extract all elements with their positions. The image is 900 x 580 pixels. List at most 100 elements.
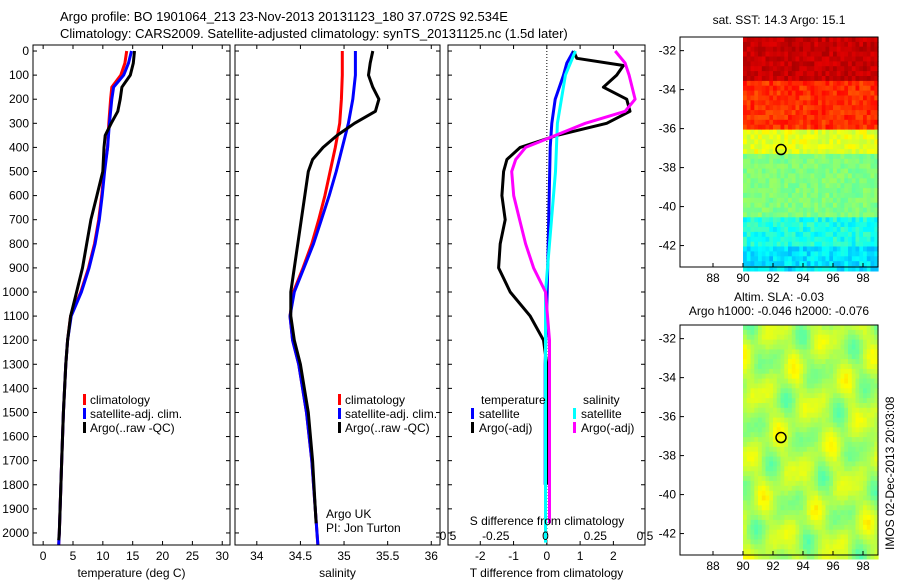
map-cell [870,373,875,380]
x-tick-label: 34.5 [289,549,313,563]
map-cell [818,188,823,194]
map-cell [818,158,823,165]
map-cell [761,246,767,252]
map-cell [840,41,845,48]
map-cell [829,519,834,526]
map-cell [780,266,785,272]
map-cell [784,178,789,184]
map-cell [866,490,872,497]
map-cell [746,178,752,184]
map-cell [758,100,763,106]
map-cell [870,124,875,131]
map-cell [746,359,752,365]
x-tick-label: 90 [736,271,750,285]
map-cell [754,534,759,540]
map-cell [803,66,808,72]
map-cell [765,227,770,233]
map-cell [836,261,842,267]
map-cell [776,188,782,194]
map-cell [780,115,785,121]
map-cell [810,85,815,92]
map-cell [769,359,774,365]
map-cell [821,100,827,106]
map-cell [806,554,812,560]
map-cell [863,90,868,97]
map-cell [844,329,849,336]
x-tick-label: 98 [856,559,870,573]
map-cell [773,202,778,209]
map-cell [769,134,774,140]
map-cell [754,236,759,243]
map-cell [818,349,823,355]
map-cell [746,471,752,477]
map-cell [799,437,804,443]
map-cell [791,359,797,365]
map-cell [773,403,778,409]
map-cell [848,46,853,53]
map-cell [746,393,752,399]
map-cell [874,222,879,228]
map-cell [780,207,785,214]
map-cell [803,129,808,136]
y-tick-label: 700 [9,213,29,227]
map-cell [825,124,830,131]
map-cell [773,76,778,82]
map-cell [818,403,823,409]
map-cell [818,549,823,555]
map-cell [765,329,770,336]
map-cell [833,354,838,360]
map-cell [810,373,815,380]
map-cell [799,549,804,555]
map-cell [761,241,767,248]
map-cell [803,476,808,482]
map-cell [848,236,853,243]
map-cell [780,95,785,101]
map-cell [810,519,815,526]
map-cell [773,37,778,43]
map-cell [746,329,752,336]
map-cell [799,344,804,350]
map-cell [851,432,857,438]
map-cell [746,378,752,385]
map-cell [821,476,827,482]
map-cell [803,251,808,257]
map-cell [851,471,857,477]
map-cell [866,139,872,145]
map-cell [851,71,857,77]
map-cell [773,476,778,482]
map-cell [788,329,793,336]
map-cell [829,236,834,243]
map-cell [814,466,819,472]
map-cell [761,202,767,209]
map-cell [806,383,812,389]
map-cell [803,378,808,385]
map-cell [844,105,849,111]
map-cell [818,144,823,150]
map-cell [788,544,793,550]
map-cell [859,529,864,536]
map-cell [863,227,868,233]
legend-swatch [83,408,86,419]
map-cell [821,173,827,179]
map-cell [788,197,793,204]
map-cell [746,90,752,97]
map-cell [758,37,763,43]
map-cell [791,437,797,443]
map-cell [855,105,860,111]
map-cell [844,192,849,199]
map-cell [866,227,872,233]
map-cell [788,388,793,394]
map-cell [851,61,857,67]
map-cell [769,388,774,394]
map-cell [833,261,838,267]
legend-label: Argo(..raw -QC) [345,421,430,435]
map-cell [803,403,808,409]
map-cell [765,158,770,165]
map-cell [855,505,860,511]
map-cell [769,207,774,214]
map-cell [866,495,872,502]
map-cell [814,46,819,53]
map-cell [795,417,800,424]
map-cell [844,256,849,262]
map-cell [863,378,868,385]
